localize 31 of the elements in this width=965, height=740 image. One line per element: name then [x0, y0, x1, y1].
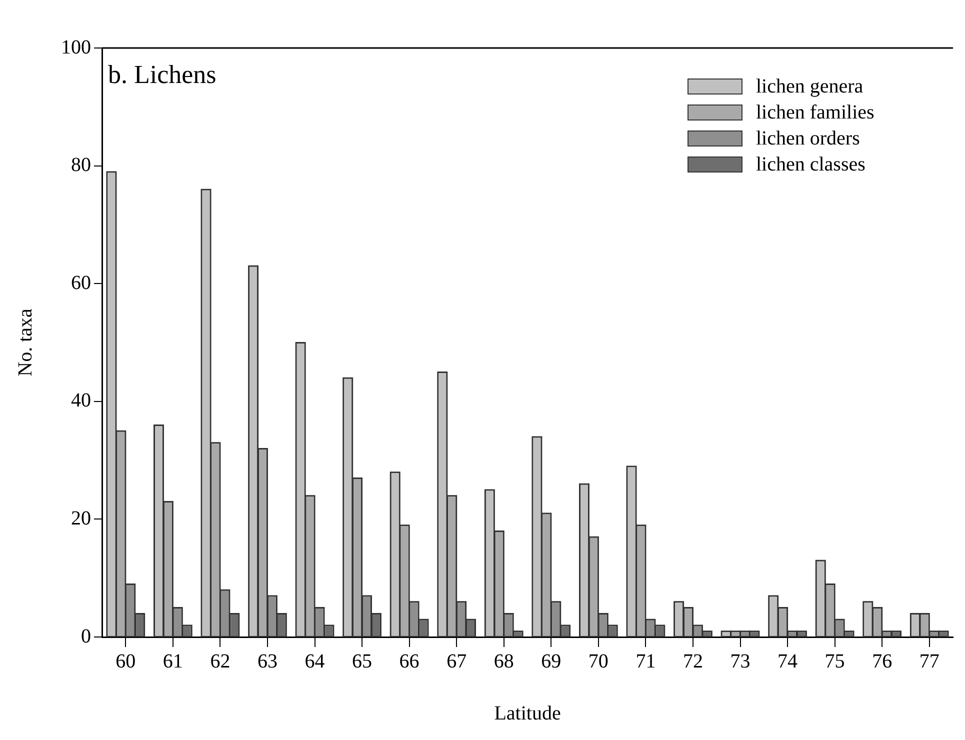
x-tick-label: 65 [352, 650, 372, 672]
x-axis-title: Latitude [494, 702, 561, 724]
x-tick-label: 61 [162, 650, 183, 672]
y-tick-label: 80 [71, 154, 91, 176]
x-tick-label: 63 [257, 650, 278, 672]
x-tick-label: 76 [872, 650, 892, 672]
x-tick-label: 69 [541, 650, 562, 672]
y-tick-label: 20 [71, 507, 91, 530]
legend-label: lichen families [756, 101, 875, 124]
x-tick-label: 75 [824, 650, 845, 672]
y-tick-label: 60 [71, 272, 91, 294]
y-tick-label: 100 [61, 36, 91, 58]
legend-label: lichen classes [756, 153, 866, 176]
x-tick-label: 70 [588, 650, 608, 672]
legend-label: lichen orders [756, 127, 860, 150]
x-tick-label: 71 [636, 650, 656, 672]
x-tick-label: 68 [494, 650, 514, 672]
x-tick-label: 77 [919, 650, 940, 672]
x-tick-label: 64 [304, 650, 325, 672]
y-tick-label: 0 [81, 625, 91, 648]
x-tick-label: 66 [399, 650, 420, 672]
y-axis-title: No. taxa [14, 308, 36, 376]
x-tick-label: 62 [210, 650, 230, 672]
y-tick-label: 40 [71, 390, 91, 412]
legend-label: lichen genera [756, 75, 864, 98]
x-tick-label: 67 [446, 650, 467, 672]
x-tick-label: 72 [682, 650, 703, 672]
x-tick-label: 60 [116, 650, 136, 672]
x-tick-label: 73 [730, 650, 750, 672]
x-tick-label: 74 [778, 650, 798, 672]
text: b. Lichens [108, 60, 216, 89]
